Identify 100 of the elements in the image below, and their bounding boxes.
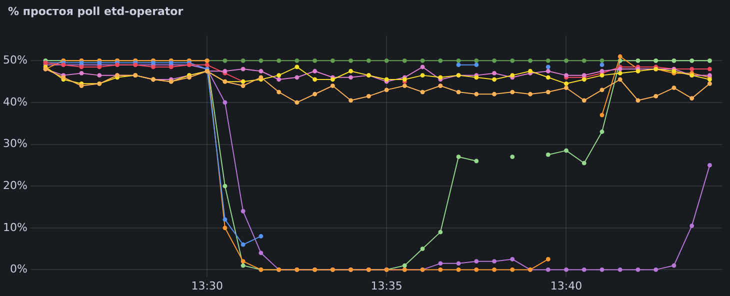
point [564,267,568,272]
point [564,148,568,153]
point [600,267,604,272]
point [168,60,174,65]
point [582,267,586,272]
point [312,58,318,63]
point [402,84,407,88]
point [240,66,246,72]
point [600,130,604,134]
point [294,100,300,105]
point [582,98,586,103]
point [546,90,550,94]
point [366,58,371,63]
point [312,77,318,82]
y-tick-label: 30% [2,137,28,150]
point [474,259,479,264]
point [546,68,550,74]
point [546,58,550,63]
point [348,75,354,80]
point [402,263,407,268]
point [258,250,264,256]
point [330,84,335,88]
point [564,81,568,86]
x-tick-label: 13:30 [191,279,223,292]
point [276,90,282,94]
point [222,68,228,74]
point [222,217,228,222]
point [420,58,425,63]
point [438,230,443,234]
point [690,224,694,228]
point [420,90,425,94]
point [384,58,389,63]
point [97,73,102,78]
point [79,71,84,76]
point [258,58,264,63]
point [546,75,550,80]
point [492,92,496,96]
point [672,86,676,90]
point [636,267,640,272]
point [654,94,658,98]
point [546,257,550,262]
point [492,58,496,63]
point [420,246,425,251]
point [438,267,443,272]
y-tick-label: 10% [2,220,28,234]
point [79,84,84,88]
point [222,58,228,63]
point [636,98,640,103]
point [510,154,515,160]
y-tick-label: 40% [2,95,28,108]
point [600,58,604,63]
point [600,88,604,92]
point [348,68,354,74]
point [79,60,84,65]
point [564,86,568,90]
x-tick-label: 13:35 [370,279,402,292]
point [97,60,102,65]
point [618,77,622,82]
y-tick-label: 20% [2,178,28,192]
point [654,267,658,272]
y-tick-label: 0% [10,262,28,276]
point [690,66,694,72]
point [618,54,622,59]
point [528,58,532,63]
point [276,58,282,63]
point [240,242,246,247]
point [546,267,550,272]
point [582,160,586,166]
point [456,62,461,68]
point [456,58,461,63]
point [474,267,479,272]
chart-title: % простоя poll etd-operator [8,5,184,18]
point [204,62,210,68]
point [618,267,622,272]
point [492,71,496,76]
point [474,62,479,68]
point [240,208,246,214]
point [492,259,496,264]
point [564,58,568,63]
point [600,112,604,118]
point [294,64,300,70]
point [546,64,550,70]
point [151,60,156,65]
point [276,73,282,78]
point [312,68,318,74]
point [474,158,479,164]
point [294,75,300,80]
point [348,58,354,63]
point [510,257,515,262]
point [438,261,443,266]
point [708,162,712,168]
point [492,77,496,82]
point [474,92,479,96]
point [474,58,479,63]
point [456,261,461,266]
point [672,263,676,268]
point [312,92,318,96]
point [348,98,354,103]
point [528,92,532,96]
point [222,226,228,230]
